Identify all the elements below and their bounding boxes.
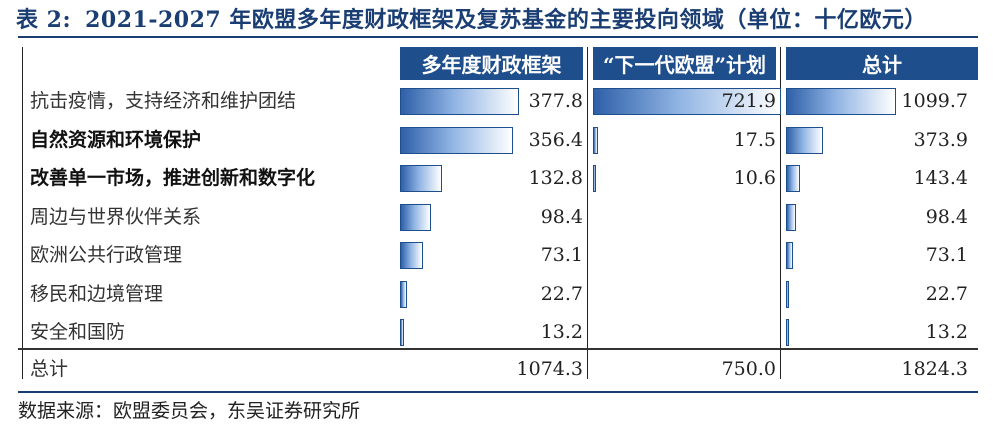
data-bar-mff <box>400 126 513 154</box>
total-ngeu-value: 750.0 <box>721 358 776 380</box>
cell-total-value: 1099.7 <box>901 90 968 112</box>
column-divider-2 <box>780 47 781 379</box>
table-row: 自然资源和环境保护 356.4 17.5 373.9 <box>0 121 1000 159</box>
cell-total-value: 22.7 <box>925 282 968 305</box>
row-label: 周边与世界伙伴关系 <box>30 205 202 228</box>
data-bar-total <box>786 88 896 115</box>
data-bar-mff <box>400 280 408 308</box>
cell-ngeu-value <box>593 275 776 313</box>
data-bar-total <box>786 319 789 346</box>
total-rule <box>18 348 978 350</box>
cell-ngeu-value <box>593 236 776 274</box>
total-mff-value: 1074.3 <box>516 358 583 380</box>
total-row: 总计 1074.3 750.0 1824.3 <box>0 350 1000 388</box>
left-border <box>22 47 23 379</box>
table-row: 欧洲公共行政管理 73.1 73.1 <box>0 236 1000 274</box>
table-title: 表 2: 2021-2027 年欧盟多年度财政框架及复苏基金的主要投向领域（单位：… <box>16 2 927 34</box>
header-ngeu: “下一代欧盟”计划 <box>593 47 776 80</box>
cell-mff-value: 356.4 <box>528 128 583 151</box>
table-row: 改善单一市场，推进创新和数字化 132.8 10.6 143.4 <box>0 159 1000 197</box>
table-row: 抗击疫情，支持经济和维护团结 377.8 721.9 1099.7 <box>0 82 1000 120</box>
row-label: 安全和国防 <box>30 321 126 343</box>
header-mff: 多年度财政框架 <box>400 47 583 80</box>
data-bar-mff <box>400 165 442 192</box>
row-label: 抗击疫情，支持经济和维护团结 <box>30 90 297 112</box>
bottom-rule <box>18 391 978 393</box>
cell-mff-value: 377.8 <box>528 90 583 112</box>
cell-ngeu-value: 17.5 <box>733 128 776 151</box>
data-bar-total <box>786 126 824 154</box>
table-title-text: 2021-2027 年欧盟多年度财政框架及复苏基金的主要投向领域（单位：十亿欧元… <box>85 7 927 33</box>
cell-total-value: 98.4 <box>925 205 968 228</box>
data-bar-ngeu <box>593 126 598 154</box>
cell-mff-value: 73.1 <box>540 244 583 266</box>
cell-mff-value: 22.7 <box>540 282 583 305</box>
total-label: 总计 <box>30 358 69 380</box>
data-bar-mff <box>400 242 424 269</box>
data-bar-mff <box>400 203 432 231</box>
cell-mff-value: 13.2 <box>540 321 583 343</box>
table-row: 周边与世界伙伴关系 98.4 98.4 <box>0 198 1000 236</box>
cell-total-value: 373.9 <box>913 128 968 151</box>
cell-ngeu-value: 10.6 <box>733 167 776 189</box>
row-label: 改善单一市场，推进创新和数字化 <box>30 167 316 189</box>
table-number: 表 2: <box>16 7 72 33</box>
cell-mff-value: 132.8 <box>528 167 583 189</box>
cell-ngeu-value: 721.9 <box>721 90 776 112</box>
data-bar-ngeu <box>593 165 596 192</box>
data-bar-total <box>786 280 789 308</box>
cell-ngeu-value <box>593 313 776 351</box>
data-bar-mff <box>400 88 520 115</box>
header-total: 总计 <box>786 47 978 80</box>
total-total-value: 1824.3 <box>901 358 968 380</box>
table-row: 移民和边境管理 22.7 22.7 <box>0 275 1000 313</box>
data-bar-total <box>786 165 801 192</box>
row-label: 欧洲公共行政管理 <box>30 244 183 266</box>
cell-total-value: 73.1 <box>925 244 968 266</box>
row-label: 移民和边境管理 <box>30 282 164 305</box>
table-row: 安全和国防 13.2 13.2 <box>0 313 1000 351</box>
top-rule <box>18 36 978 38</box>
cell-total-value: 13.2 <box>925 321 968 343</box>
cell-ngeu-value <box>593 198 776 236</box>
source-note: 数据来源：欧盟委员会，东吴证券研究所 <box>18 400 361 422</box>
data-bar-mff <box>400 319 405 346</box>
cell-mff-value: 98.4 <box>540 205 583 228</box>
cell-total-value: 143.4 <box>913 167 968 189</box>
column-divider-1 <box>587 47 588 379</box>
data-bar-ngeu <box>593 88 781 115</box>
row-label: 自然资源和环境保护 <box>30 128 202 151</box>
data-bar-total <box>786 203 796 231</box>
data-bar-total <box>786 242 794 269</box>
